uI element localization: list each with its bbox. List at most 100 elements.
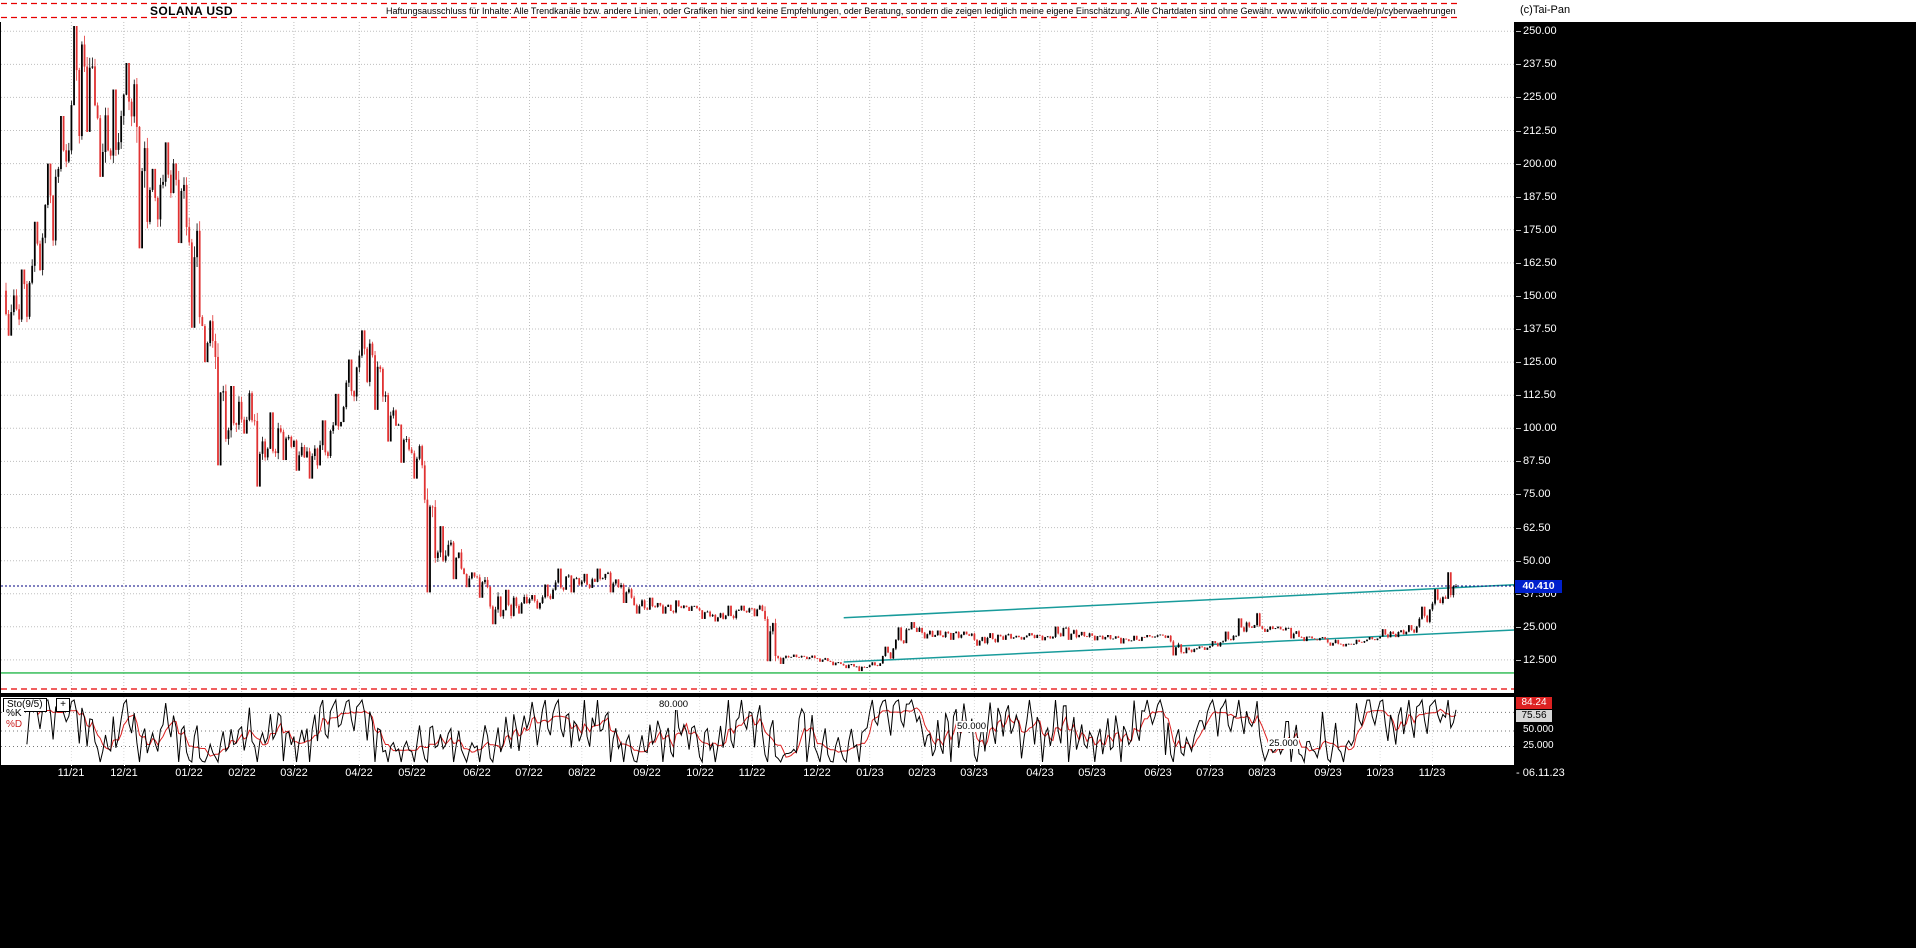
time-axis-tick bbox=[477, 762, 478, 766]
time-axis-label: 11/22 bbox=[738, 767, 766, 779]
price-axis-tick bbox=[1516, 230, 1521, 231]
k-value-tag: 84.24 bbox=[1516, 697, 1552, 709]
price-axis-tick bbox=[1516, 97, 1521, 98]
price-axis-tick bbox=[1516, 660, 1521, 661]
price-axis-tick bbox=[1516, 561, 1521, 562]
time-axis-label: 06/22 bbox=[463, 767, 491, 779]
disclaimer-text: Haftungsausschluss für Inhalte: Alle Tre… bbox=[386, 6, 1456, 16]
sto-level-label: 80.000 bbox=[658, 699, 690, 710]
d-line-label: %D bbox=[4, 719, 25, 730]
time-axis-label: 01/22 bbox=[175, 767, 203, 779]
time-axis-tick bbox=[1040, 762, 1041, 766]
time-axis-label: 03/22 bbox=[280, 767, 308, 779]
price-axis-tick bbox=[1516, 164, 1521, 165]
stochastic-plot bbox=[1, 697, 1514, 765]
price-axis-tick bbox=[1516, 131, 1521, 132]
time-axis-label: 10/22 bbox=[686, 767, 714, 779]
time-axis-tick bbox=[412, 762, 413, 766]
price-axis-label: 187.50 bbox=[1523, 191, 1557, 203]
time-axis-tick bbox=[1092, 762, 1093, 766]
price-axis-label: 237.50 bbox=[1523, 58, 1557, 70]
price-axis-label: 75.00 bbox=[1523, 488, 1551, 500]
indicator-expand-button[interactable]: + bbox=[56, 698, 70, 712]
price-axis-tick bbox=[1516, 594, 1521, 595]
stochastic-panel[interactable] bbox=[1, 697, 1514, 765]
price-axis-label: 175.00 bbox=[1523, 224, 1557, 236]
time-axis-tick bbox=[817, 762, 818, 766]
price-axis-label: 62.50 bbox=[1523, 522, 1551, 534]
time-axis-label: 02/23 bbox=[908, 767, 936, 779]
time-axis-label: 10/23 bbox=[1366, 767, 1394, 779]
price-axis-label: 125.00 bbox=[1523, 356, 1557, 368]
last-date: 06.11.23 bbox=[1522, 767, 1565, 779]
time-axis-label: 04/22 bbox=[345, 767, 373, 779]
time-axis-tick bbox=[700, 762, 701, 766]
time-axis-tick bbox=[71, 762, 72, 766]
last-date-label: - 06.11.23 bbox=[1516, 767, 1565, 779]
price-axis-label: 162.50 bbox=[1523, 257, 1557, 269]
time-axis-tick bbox=[870, 762, 871, 766]
time-axis-tick bbox=[529, 762, 530, 766]
time-axis-tick bbox=[1262, 762, 1263, 766]
price-axis-tick bbox=[1516, 461, 1521, 462]
time-axis-label: 11/23 bbox=[1418, 767, 1446, 779]
time-axis-tick bbox=[752, 762, 753, 766]
time-axis-label: 03/23 bbox=[960, 767, 988, 779]
candlestick-plot bbox=[1, 2, 1515, 693]
price-axis-tick bbox=[1516, 362, 1521, 363]
price-axis-label: 150.00 bbox=[1523, 290, 1557, 302]
time-axis-label: 08/23 bbox=[1248, 767, 1276, 779]
price-axis-tick bbox=[1516, 296, 1521, 297]
price-axis-tick bbox=[1516, 627, 1521, 628]
time-axis-tick bbox=[189, 762, 190, 766]
k-line-label: %K bbox=[4, 708, 24, 719]
price-axis-tick bbox=[1516, 494, 1521, 495]
time-axis-tick bbox=[1328, 762, 1329, 766]
time-axis-label: 09/22 bbox=[633, 767, 661, 779]
price-axis-tick bbox=[1516, 263, 1521, 264]
time-axis-tick bbox=[1432, 762, 1433, 766]
time-axis-tick bbox=[974, 762, 975, 766]
time-axis-label: 11/21 bbox=[57, 767, 85, 779]
time-axis-tick bbox=[922, 762, 923, 766]
time-axis-label: 05/23 bbox=[1078, 767, 1106, 779]
stochastic-d-line bbox=[37, 707, 1457, 758]
time-axis-label: 02/22 bbox=[228, 767, 256, 779]
time-axis-label: 06/23 bbox=[1144, 767, 1172, 779]
time-axis-tick bbox=[1210, 762, 1211, 766]
price-axis-label: 87.50 bbox=[1523, 455, 1551, 467]
price-axis-label: 250.00 bbox=[1523, 25, 1557, 37]
time-axis-label: 04/23 bbox=[1026, 767, 1054, 779]
price-axis-tick bbox=[1516, 197, 1521, 198]
time-axis-label: 12/21 bbox=[110, 767, 138, 779]
time-axis-tick bbox=[582, 762, 583, 766]
sto-axis-50: 50.000 bbox=[1523, 724, 1554, 735]
price-axis-label: 25.000 bbox=[1523, 621, 1557, 633]
price-axis-label: 12.500 bbox=[1523, 654, 1557, 666]
chart-title: SOLANA USD bbox=[150, 4, 233, 18]
time-axis-tick bbox=[359, 762, 360, 766]
price-axis-label: 100.00 bbox=[1523, 422, 1557, 434]
sto-level-label: 50.000 bbox=[956, 721, 988, 732]
price-axis-label: 112.50 bbox=[1523, 389, 1556, 401]
price-chart-area[interactable] bbox=[1, 2, 1515, 693]
time-axis-label: 07/22 bbox=[515, 767, 543, 779]
time-axis-label: 01/23 bbox=[856, 767, 884, 779]
sto-axis-25: 25.000 bbox=[1523, 740, 1554, 751]
price-axis-label: 200.00 bbox=[1523, 158, 1557, 170]
time-axis-label: 07/23 bbox=[1196, 767, 1224, 779]
trend-channel-upper-line bbox=[843, 583, 1515, 619]
time-axis-tick bbox=[1158, 762, 1159, 766]
time-axis-tick bbox=[294, 762, 295, 766]
last-price-tag: 40.410 bbox=[1515, 580, 1562, 593]
price-axis-label: 50.00 bbox=[1523, 555, 1551, 567]
price-axis-tick bbox=[1516, 64, 1521, 65]
time-axis-label: 08/22 bbox=[568, 767, 596, 779]
time-axis-tick bbox=[1380, 762, 1381, 766]
price-axis-tick bbox=[1516, 329, 1521, 330]
sto-level-label: 25.000 bbox=[1268, 738, 1300, 749]
time-axis-label: 05/22 bbox=[398, 767, 426, 779]
price-axis-tick bbox=[1516, 428, 1521, 429]
time-axis-tick bbox=[647, 762, 648, 766]
